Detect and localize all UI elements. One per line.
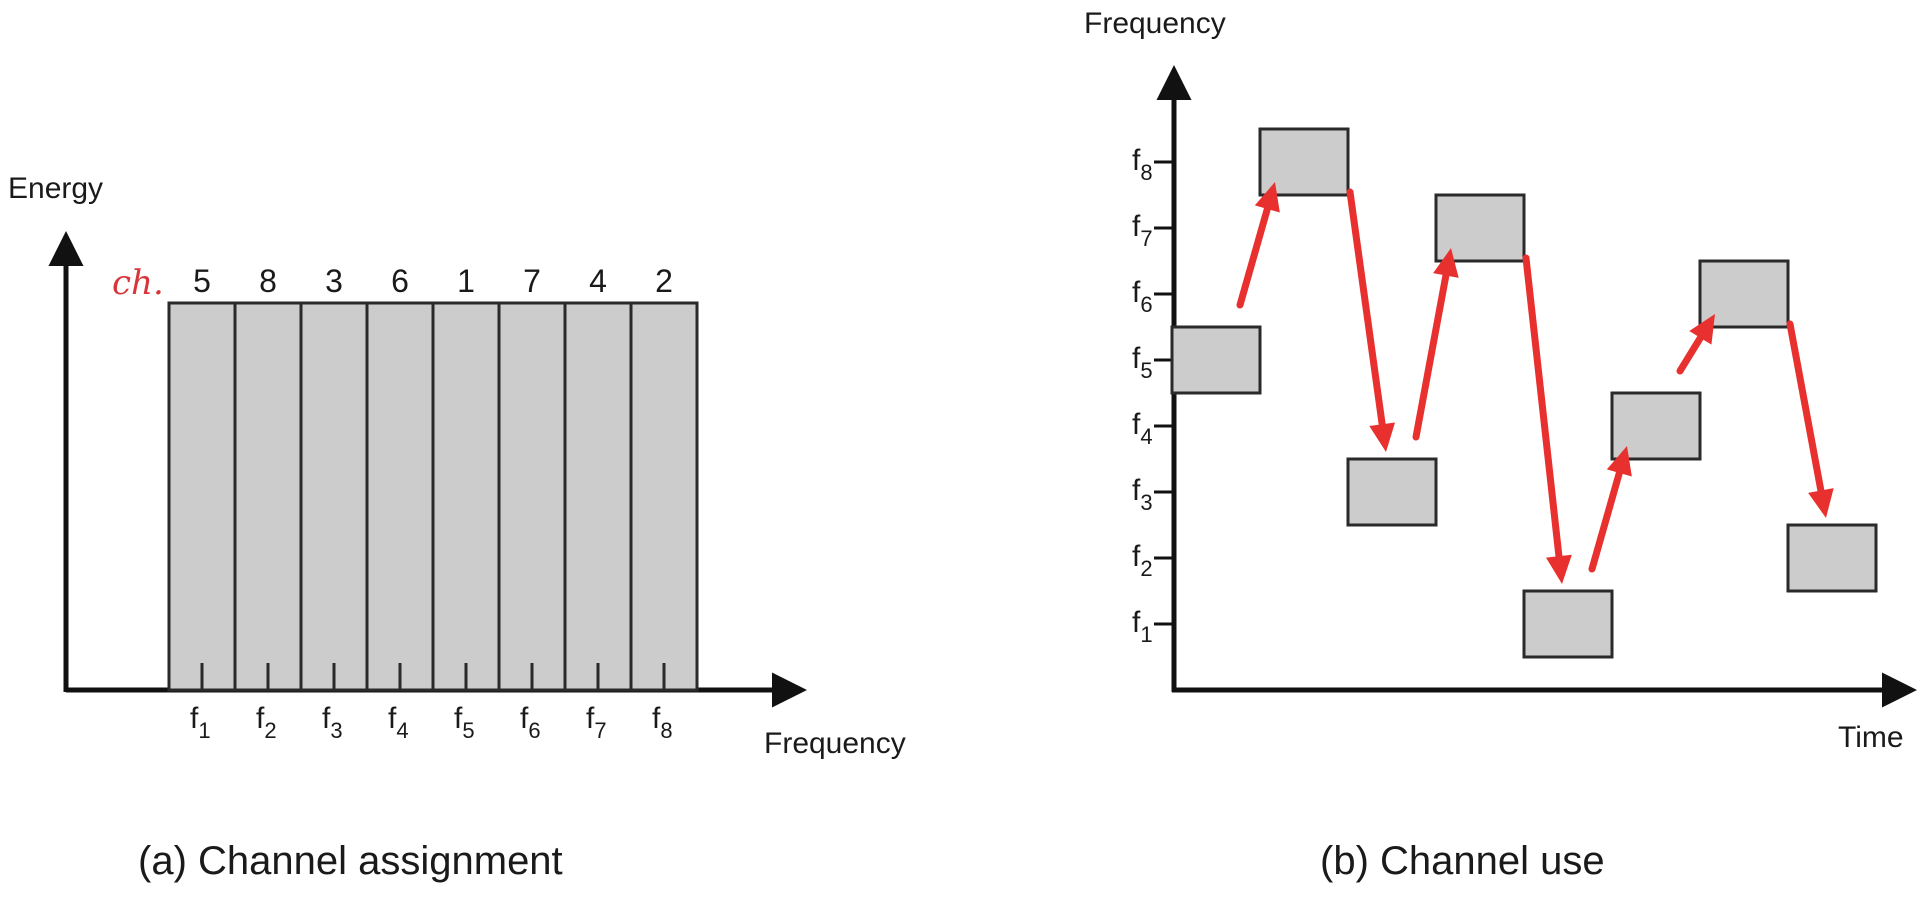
channel-number-label: 2 <box>655 263 673 299</box>
frequency-tick-label-f7: f7 <box>586 702 607 743</box>
caption-channel-assignment: (a) Channel assignment <box>138 839 563 883</box>
panel-channel-use: Frequency Time f1 f2 f3 f4 f5 f6 f7 f8 (b) Chan… <box>1084 7 1917 883</box>
frequency-tick-label-f3: f3 <box>322 702 343 743</box>
channel-bar-f3 <box>299 301 369 692</box>
channel-number-label: 8 <box>259 263 277 299</box>
hop-arrow <box>1676 314 1715 375</box>
hop-block-f4 <box>1610 391 1702 461</box>
frequency-tick-label-f6: f6 <box>520 702 541 743</box>
frequency-tick-label-f1: f1 <box>190 702 211 743</box>
channel-bar-f5 <box>431 301 501 692</box>
channel-number-label: 7 <box>523 263 541 299</box>
channel-number-label: 6 <box>391 263 409 299</box>
hop-arrow <box>1522 254 1572 584</box>
frequency-tick-labels: f1 f2 f3 f4 f5 f6 f7 f8 <box>190 702 673 743</box>
frequency-axis-label: Frequency <box>1084 7 1226 40</box>
channel-bar-f2 <box>233 301 303 692</box>
hop-arrow <box>1588 446 1632 573</box>
channel-number-label: 1 <box>457 263 475 299</box>
energy-axis-label: Energy <box>8 172 103 205</box>
time-axis-label: Time <box>1838 721 1904 754</box>
channel-number-label: 5 <box>193 263 211 299</box>
frequency-tick-label-f2: f2 <box>1132 540 1153 581</box>
channel-bar-f1 <box>167 301 237 692</box>
hop-block-f2 <box>1786 523 1878 593</box>
channel-bar-f7 <box>563 301 633 692</box>
frequency-axis-label: Frequency <box>764 727 906 760</box>
frequency-tick-label-f8: f8 <box>1132 144 1153 185</box>
frequency-tick-label-f1: f1 <box>1132 606 1153 647</box>
hop-block-f1 <box>1522 589 1614 659</box>
hop-arrow <box>1412 248 1459 441</box>
hop-arrow <box>1346 188 1396 452</box>
hop-arrow <box>1236 182 1280 309</box>
frequency-tick-label-f6: f6 <box>1132 276 1153 317</box>
hop-block-f3 <box>1346 457 1438 527</box>
frequency-ticks: f1 f2 f3 f4 f5 f6 f7 f8 <box>1132 144 1174 647</box>
channel-annotation: ch. <box>112 263 164 303</box>
channel-number-labels: 5 8 3 6 1 7 4 2 <box>193 263 673 299</box>
frequency-tick-label-f5: f5 <box>1132 342 1153 383</box>
frequency-tick-label-f4: f4 <box>1132 408 1153 449</box>
frequency-tick-label-f3: f3 <box>1132 474 1153 515</box>
hop-arrows <box>1236 182 1834 584</box>
channel-bar-f6 <box>497 301 567 692</box>
frequency-tick-label-f2: f2 <box>256 702 277 743</box>
frequency-tick-label-f5: f5 <box>454 702 475 743</box>
channel-bar-f4 <box>365 301 435 692</box>
channel-number-label: 4 <box>589 263 607 299</box>
hop-block-f5 <box>1170 325 1262 395</box>
channel-bars <box>167 301 699 692</box>
hop-arrow <box>1786 320 1834 518</box>
panel-channel-assignment: Energy Frequency ch. 5 8 3 6 1 7 4 2 f1 f2 f3 f4 f5… <box>8 172 906 883</box>
frequency-tick-label-f4: f4 <box>388 702 409 743</box>
channel-number-label: 3 <box>325 263 343 299</box>
channel-bar-f8 <box>629 301 699 692</box>
frequency-tick-label-f7: f7 <box>1132 210 1153 251</box>
caption-channel-use: (b) Channel use <box>1320 839 1605 883</box>
frequency-tick-label-f8: f8 <box>652 702 673 743</box>
